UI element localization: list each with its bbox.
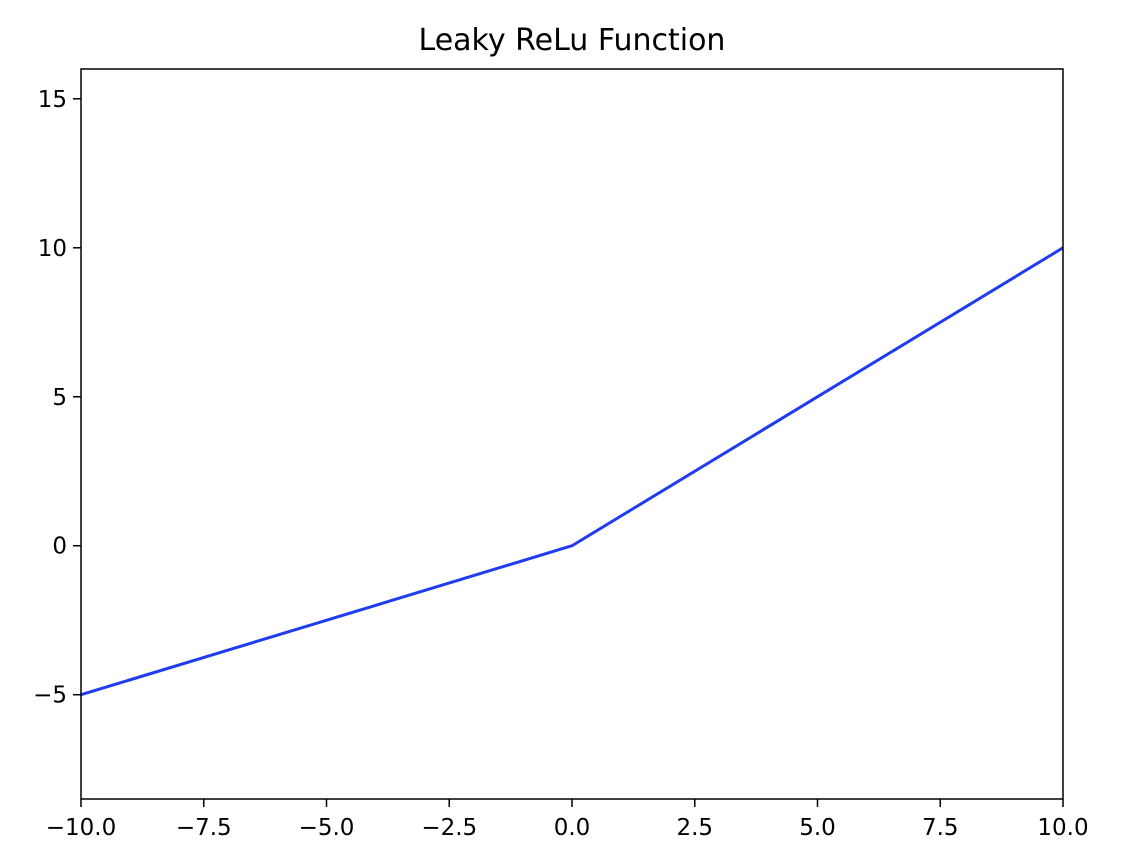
y-tick-label: 15 — [38, 87, 67, 113]
y-axis: −5 0 5 10 15 — [33, 87, 81, 709]
y-tick-label: −5 — [33, 683, 67, 709]
x-tick-label: 10.0 — [1037, 815, 1088, 841]
plot-frame — [80, 68, 1064, 800]
series-line — [80, 246, 1064, 697]
x-tick-label: −2.5 — [421, 815, 477, 841]
chart-title: Leaky ReLu Function — [419, 23, 726, 58]
x-tick-label: 7.5 — [922, 815, 959, 841]
x-tick-label: 0.0 — [554, 815, 591, 841]
plot-area — [81, 69, 1063, 799]
x-tick-label: 5.0 — [799, 815, 836, 841]
x-tick-label: −5.0 — [299, 815, 355, 841]
y-tick-label: 5 — [52, 385, 67, 411]
y-tick-label: 10 — [38, 236, 67, 262]
x-tick-label: −7.5 — [176, 815, 232, 841]
series-layer — [80, 246, 1064, 697]
x-tick-label: −10.0 — [46, 815, 116, 841]
x-axis: −10.0 −7.5 −5.0 −2.5 0.0 2.5 5.0 7.5 10.0 — [46, 799, 1089, 841]
y-tick-label: 0 — [52, 534, 67, 560]
x-tick-label: 2.5 — [676, 815, 713, 841]
